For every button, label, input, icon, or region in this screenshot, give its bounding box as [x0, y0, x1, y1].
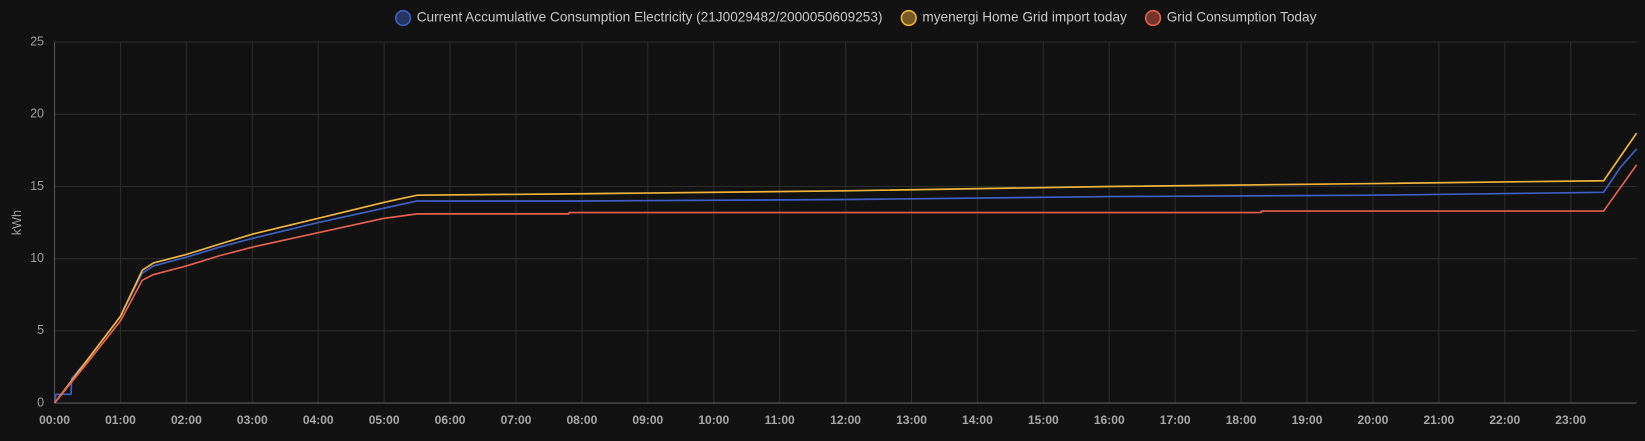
x-tick-label: 18:00 — [1226, 413, 1257, 427]
legend-swatch — [394, 9, 412, 27]
series-line — [53, 132, 1638, 404]
legend-label: Grid Consumption Today — [1167, 10, 1317, 25]
x-tick-label: 14:00 — [962, 413, 993, 427]
legend: Current Accumulative Consumption Electri… — [394, 9, 1317, 27]
legend-item: Current Accumulative Consumption Electri… — [394, 9, 883, 27]
x-tick-label: 15:00 — [1028, 413, 1059, 427]
x-tick-label: 19:00 — [1292, 413, 1323, 427]
x-tick-label: 05:00 — [369, 413, 400, 427]
x-tick-label: 12:00 — [830, 413, 861, 427]
legend-label: Current Accumulative Consumption Electri… — [417, 10, 883, 25]
legend-swatch — [900, 9, 917, 27]
x-tick-label: 07:00 — [501, 413, 532, 427]
x-tick-label: 22:00 — [1489, 413, 1520, 427]
x-tick-label: 06:00 — [435, 413, 466, 427]
y-tick-label: 5 — [37, 323, 44, 337]
x-tick-label: 16:00 — [1094, 413, 1125, 427]
x-tick-label: 01:00 — [105, 413, 136, 427]
y-tick-label: 0 — [37, 395, 44, 409]
legend-item: Grid Consumption Today — [1144, 9, 1317, 27]
x-tick-label: 21:00 — [1423, 413, 1454, 427]
x-tick-label: 10:00 — [698, 413, 729, 427]
x-tick-label: 11:00 — [765, 413, 795, 427]
y-tick-label: 25 — [30, 34, 44, 48]
legend-item: myenergi Home Grid import today — [900, 9, 1127, 27]
series-line — [53, 148, 1638, 404]
legend-swatch — [1144, 9, 1162, 27]
x-tick-label: 03:00 — [237, 413, 268, 427]
y-tick-label: 20 — [30, 107, 44, 121]
y-axis-label: kWh — [10, 210, 24, 235]
x-tick-label: 23:00 — [1555, 413, 1586, 427]
x-tick-label: 13:00 — [896, 413, 927, 427]
x-tick-label: 08:00 — [566, 413, 597, 427]
x-tick-label: 02:00 — [171, 413, 202, 427]
y-tick-label: 15 — [30, 179, 44, 193]
y-tick-label: 10 — [30, 251, 44, 265]
x-tick-label: 17:00 — [1160, 413, 1191, 427]
series-line — [53, 164, 1638, 404]
x-tick-label: 09:00 — [632, 413, 663, 427]
x-tick-label: 04:00 — [303, 413, 334, 427]
x-tick-label: 20:00 — [1358, 413, 1389, 427]
x-tick-label: 00:00 — [39, 413, 70, 427]
legend-label: myenergi Home Grid import today — [922, 10, 1127, 25]
